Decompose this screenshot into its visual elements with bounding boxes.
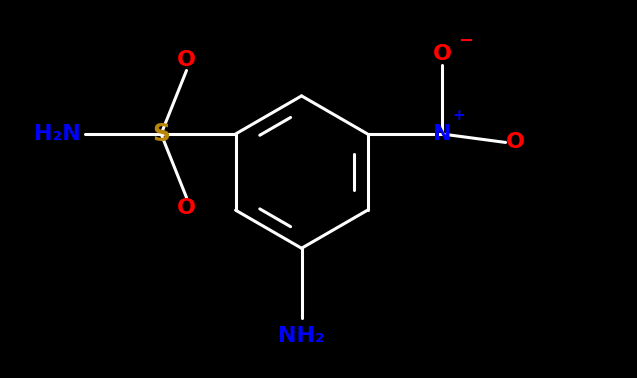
Text: O: O [506,132,525,152]
Text: S: S [152,122,170,146]
Text: O: O [433,43,452,64]
Text: O: O [177,50,196,70]
Text: H₂N: H₂N [34,124,81,144]
Text: N: N [433,124,451,144]
Text: −: − [458,32,473,50]
Text: +: + [453,108,466,123]
Text: O: O [177,198,196,218]
Text: NH₂: NH₂ [278,326,325,346]
